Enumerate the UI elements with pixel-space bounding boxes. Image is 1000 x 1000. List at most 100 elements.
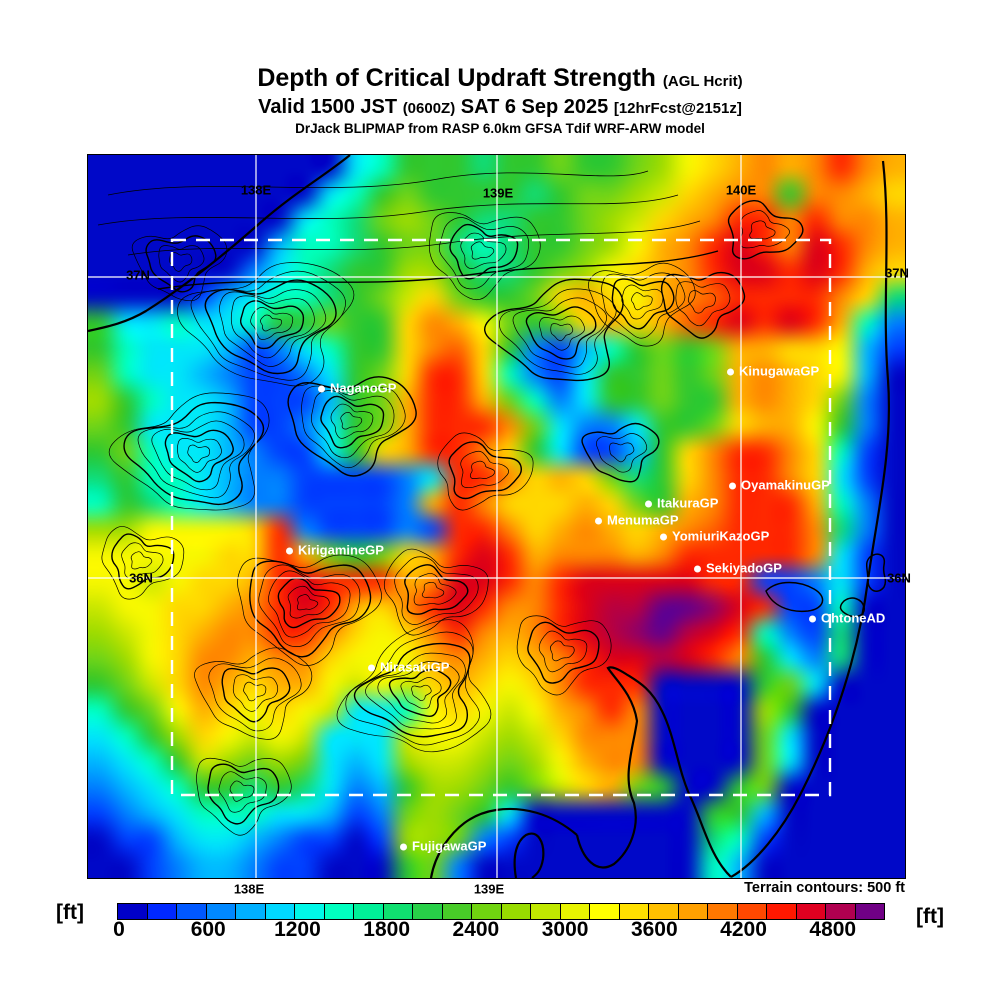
terrain-contour bbox=[268, 570, 351, 638]
axis-label-36N: 36N bbox=[129, 570, 153, 586]
station-dot-icon bbox=[694, 565, 701, 573]
colorbar-segment-1800ft bbox=[383, 904, 413, 919]
terrain-contour bbox=[196, 757, 292, 836]
terrain-contour bbox=[740, 210, 790, 249]
terrain-contour bbox=[121, 542, 164, 579]
terrain-contour bbox=[97, 194, 679, 226]
colorbar-segment-4000ft bbox=[708, 904, 738, 919]
colorbar-segment-1600ft bbox=[354, 904, 384, 919]
terrain-contour bbox=[550, 640, 575, 662]
coastline bbox=[575, 666, 732, 878]
terrain-contour bbox=[239, 300, 305, 350]
station-dot-icon bbox=[595, 517, 602, 525]
terrain-contour bbox=[449, 223, 519, 280]
colorbar-segment-2800ft bbox=[531, 904, 561, 919]
terrain-contour bbox=[421, 581, 445, 599]
axis-label-139E: 139E bbox=[473, 881, 505, 897]
coastline bbox=[429, 807, 578, 878]
terrain-contour bbox=[413, 573, 457, 606]
coastline bbox=[730, 160, 891, 878]
terrain-contour bbox=[353, 642, 471, 738]
colorbar bbox=[117, 903, 885, 920]
terrain-contour bbox=[749, 220, 776, 240]
terrain-contour bbox=[131, 225, 228, 302]
station-label: OhtoneAD bbox=[821, 610, 886, 626]
terrain-contour bbox=[516, 615, 612, 696]
title-block: Depth of Critical Updraft Strength (AGL … bbox=[0, 64, 1000, 137]
station-dot-icon bbox=[727, 368, 734, 376]
terrain-contour bbox=[137, 411, 255, 499]
terrain-contour bbox=[340, 412, 363, 430]
colorbar-segment-1400ft bbox=[324, 904, 354, 919]
terrain-contour bbox=[243, 681, 267, 702]
terrain-contour bbox=[101, 526, 185, 600]
terrain-contour bbox=[377, 661, 460, 724]
terrain-contour bbox=[527, 621, 600, 684]
colorbar-segment-3600ft bbox=[649, 904, 679, 919]
terrain-contour bbox=[512, 297, 607, 368]
colorbar-segment-0ft bbox=[118, 904, 148, 919]
terrain-contour bbox=[194, 647, 313, 740]
terrain-contour bbox=[158, 245, 205, 283]
terrain-contour bbox=[177, 438, 222, 473]
station-label: MenumaGP bbox=[607, 512, 679, 528]
axis-label-138E: 138E bbox=[233, 881, 265, 897]
map-frame bbox=[87, 154, 906, 879]
lake-outline bbox=[865, 553, 887, 592]
colorbar-segment-3200ft bbox=[590, 904, 620, 919]
terrain-contour bbox=[484, 278, 624, 382]
terrain-contour bbox=[388, 668, 452, 718]
colorbar-tick-4800: 4800 bbox=[809, 918, 857, 941]
terrain-contour bbox=[611, 278, 675, 330]
station-label: ItakuraGP bbox=[657, 495, 719, 511]
terrain-contour bbox=[660, 271, 746, 339]
terrain-contour bbox=[448, 441, 523, 500]
colorbar-tick-600: 600 bbox=[190, 918, 226, 941]
station-dot-icon bbox=[368, 664, 375, 672]
station-dot-icon bbox=[729, 482, 736, 490]
station-KinugawaGP: KinugawaGP bbox=[727, 364, 819, 379]
colorbar-segment-2600ft bbox=[501, 904, 531, 919]
colorbar-segment-1200ft bbox=[295, 904, 325, 919]
colorbar-segment-3800ft bbox=[678, 904, 708, 919]
axis-label-139E: 139E bbox=[482, 185, 514, 201]
terrain-contour bbox=[157, 250, 719, 290]
chart-title: Depth of Critical Updraft Strength (AGL … bbox=[0, 64, 1000, 96]
terrain-contour bbox=[404, 564, 469, 615]
forecast-cycle: [12hrFcst@2151z] bbox=[613, 100, 742, 117]
colorbar-segment-2000ft bbox=[413, 904, 443, 919]
colorbar-segment-4400ft bbox=[767, 904, 797, 919]
colorbar-tick-3000: 3000 bbox=[541, 918, 589, 941]
terrain-contour bbox=[169, 252, 193, 272]
terrain-contour bbox=[621, 284, 664, 320]
colorbar-segment-3400ft bbox=[619, 904, 649, 919]
station-label: NaganoGP bbox=[330, 380, 397, 396]
valid-date: SAT 6 Sep 2025 bbox=[460, 96, 609, 118]
valid-time-utc: (0600Z) bbox=[402, 100, 456, 117]
terrain-contour bbox=[230, 295, 315, 359]
terrain-contour bbox=[437, 432, 534, 511]
terrain-contour bbox=[107, 170, 649, 196]
colorbar-tick-1200: 1200 bbox=[274, 918, 321, 941]
station-label: KirigamineGP bbox=[298, 542, 384, 558]
terrain-contour bbox=[365, 652, 466, 730]
axis-label-138E: 138E bbox=[240, 182, 272, 198]
station-label: OyamakinuGP bbox=[741, 477, 830, 493]
terrain-contour bbox=[525, 306, 597, 360]
colorbar-tick-1800: 1800 bbox=[363, 918, 411, 941]
terrain-contour bbox=[687, 290, 716, 314]
terrain-contour bbox=[229, 780, 255, 802]
station-YomiuriKazoGP: YomiuriKazoGP bbox=[660, 529, 769, 544]
axis-label-36N: 36N bbox=[887, 570, 911, 586]
lake-outline bbox=[839, 597, 865, 618]
terrain-contour bbox=[237, 554, 382, 666]
colorbar-segment-2400ft bbox=[472, 904, 502, 919]
model-source-line: DrJack BLIPMAP from RASP 6.0km GFSA Tdif… bbox=[295, 121, 705, 136]
station-ItakuraGP: ItakuraGP bbox=[645, 496, 718, 511]
station-dot-icon bbox=[809, 615, 816, 623]
colorbar-unit-right: [ft] bbox=[916, 905, 944, 928]
coastline bbox=[88, 155, 351, 333]
colorbar-tick-2400: 2400 bbox=[452, 918, 500, 941]
terrain-contour bbox=[336, 619, 492, 753]
terrain-contour bbox=[550, 323, 574, 342]
